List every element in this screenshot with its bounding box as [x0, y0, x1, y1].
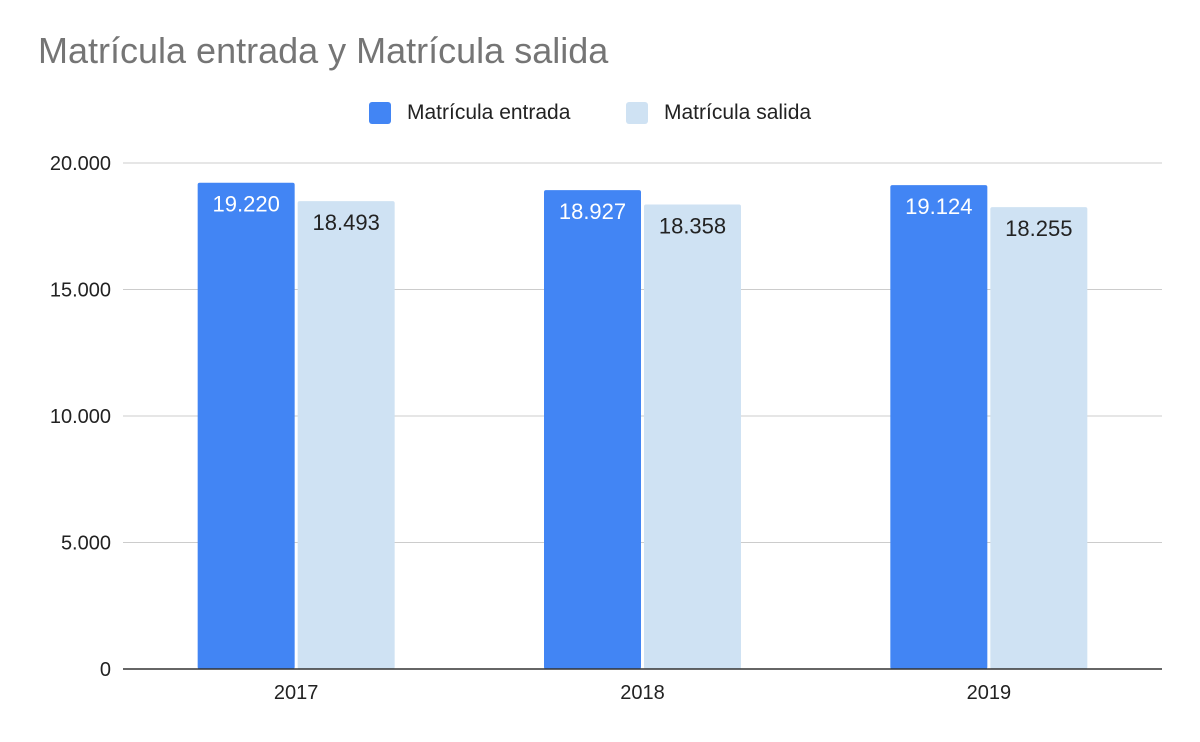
x-tick-label: 2017 — [274, 682, 319, 704]
data-label: 18.493 — [313, 210, 380, 235]
legend: Matrícula entrada Matrícula salida — [0, 98, 1200, 128]
bar-matr-cula-entrada-2019 — [890, 185, 988, 670]
y-tick-label: 20.000 — [50, 153, 111, 175]
y-tick-label: 5.000 — [61, 533, 111, 555]
data-label: 18.358 — [659, 214, 726, 239]
y-tick-label: 15.000 — [50, 280, 111, 302]
y-tick-label: 10.000 — [50, 406, 111, 428]
data-label: 18.255 — [1005, 216, 1072, 241]
x-tick-label: 2019 — [967, 682, 1012, 704]
data-label: 19.220 — [213, 192, 280, 217]
data-label: 19.124 — [905, 194, 972, 219]
bar-matr-cula-entrada-2018 — [544, 190, 641, 669]
y-tick-label: 0 — [100, 659, 111, 681]
bar-matr-cula-salida-2018 — [644, 204, 741, 669]
legend-label-entrada: Matrícula entrada — [407, 101, 571, 124]
legend-swatch-salida — [626, 102, 648, 124]
legend-swatch-entrada — [369, 102, 391, 124]
bar-matr-cula-salida-2017 — [297, 201, 395, 669]
bar-matr-cula-salida-2019 — [990, 207, 1088, 669]
data-label: 18.927 — [559, 199, 626, 224]
bar-matr-cula-entrada-2017 — [197, 182, 295, 669]
x-tick-label: 2018 — [620, 682, 665, 704]
legend-item-entrada: Matrícula entrada — [369, 98, 570, 128]
legend-label-salida: Matrícula salida — [664, 101, 812, 124]
legend-item-salida: Matrícula salida — [626, 98, 811, 128]
chart-title: Matrícula entrada y Matrícula salida — [38, 30, 609, 71]
